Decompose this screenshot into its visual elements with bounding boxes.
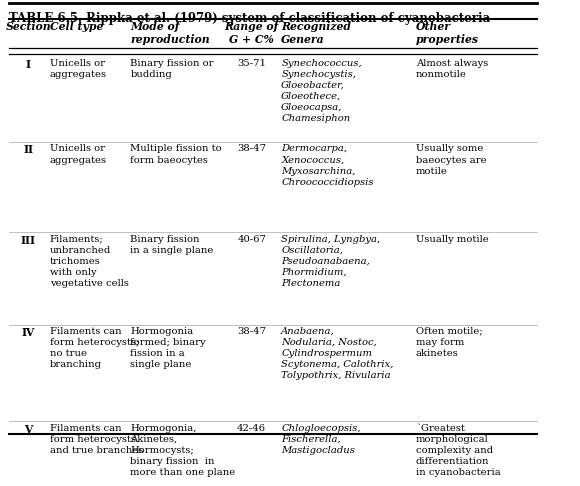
Text: IV: IV bbox=[21, 327, 35, 338]
Text: Usually some
baeocytes are
motile: Usually some baeocytes are motile bbox=[416, 144, 487, 176]
Text: Often motile;
may form
akinetes: Often motile; may form akinetes bbox=[416, 327, 483, 358]
Text: Spirulina, Lyngbya,
Oscillatoria,
Pseudoanabaena,
Phormidium,
Plectonema: Spirulina, Lyngbya, Oscillatoria, Pseudo… bbox=[281, 235, 380, 288]
Text: 38-47: 38-47 bbox=[237, 327, 266, 336]
Text: Section: Section bbox=[5, 21, 51, 32]
Text: Other
properties: Other properties bbox=[416, 21, 479, 46]
Text: Anabaena,
Nodularia, Nostoc,
Cylindrospermum
Scytonema, Calothrix,
Tolypothrix, : Anabaena, Nodularia, Nostoc, Cylindrospe… bbox=[281, 327, 394, 380]
Text: Range of
G + C%: Range of G + C% bbox=[224, 21, 279, 46]
Text: Filaments;
unbranched
trichomes
with only
vegetative cells: Filaments; unbranched trichomes with onl… bbox=[50, 235, 129, 288]
Text: Binary fission or
budding: Binary fission or budding bbox=[130, 59, 214, 79]
Text: Chlogloecopsis,
Fischerella,
Mastigocladus: Chlogloecopsis, Fischerella, Mastigoclad… bbox=[281, 424, 361, 455]
Text: Synechococcus,
Synechocystis,
Gloeobacter,
Gloeothece,
Gloeocapsa,
Chamesiphon: Synechococcus, Synechocystis, Gloeobacte… bbox=[281, 59, 362, 123]
Text: Binary fission
in a single plane: Binary fission in a single plane bbox=[130, 235, 214, 255]
Text: Hormogonia
formed; binary
fission in a
single plane: Hormogonia formed; binary fission in a s… bbox=[130, 327, 206, 369]
Text: 40-67: 40-67 bbox=[237, 235, 266, 243]
Text: V: V bbox=[24, 424, 32, 435]
Text: Mode of
reproduction: Mode of reproduction bbox=[130, 21, 210, 46]
Text: Unicells or
aggregates: Unicells or aggregates bbox=[50, 144, 107, 165]
Text: III: III bbox=[21, 235, 36, 245]
Text: Usually motile: Usually motile bbox=[416, 235, 488, 243]
Text: TABLE 6.5. Rippka et al. (1979) system of classification of cyanobacteria: TABLE 6.5. Rippka et al. (1979) system o… bbox=[9, 12, 491, 25]
Text: Almost always
nonmotile: Almost always nonmotile bbox=[416, 59, 488, 79]
Text: Unicells or
aggregates: Unicells or aggregates bbox=[50, 59, 107, 79]
Text: Multiple fission to
form baeocytes: Multiple fission to form baeocytes bbox=[130, 144, 222, 165]
Text: Dermocarpa,
Xenococcus,
Myxosarchina,
Chroococcidiopsis: Dermocarpa, Xenococcus, Myxosarchina, Ch… bbox=[281, 144, 374, 187]
Text: Recognized
Genera: Recognized Genera bbox=[281, 21, 351, 46]
Text: 38-47: 38-47 bbox=[237, 144, 266, 154]
Text: 42-46: 42-46 bbox=[237, 424, 266, 433]
Text: Filaments can
form heterocysts
and true branches: Filaments can form heterocysts and true … bbox=[50, 424, 143, 455]
Text: 35-71: 35-71 bbox=[237, 59, 266, 68]
Text: Cell type: Cell type bbox=[50, 21, 103, 32]
Text: Filaments can
form heterocysts;
no true
branching: Filaments can form heterocysts; no true … bbox=[50, 327, 139, 369]
Text: ˋGreatest
morphological
complexity and
differentiation
in cyanobacteria: ˋGreatest morphological complexity and d… bbox=[416, 424, 501, 477]
Text: I: I bbox=[26, 59, 31, 69]
Text: II: II bbox=[23, 144, 33, 156]
Text: Hormogonia,
Akinetes,
Hormocysts;
binary fission  in
more than one plane: Hormogonia, Akinetes, Hormocysts; binary… bbox=[130, 424, 235, 477]
